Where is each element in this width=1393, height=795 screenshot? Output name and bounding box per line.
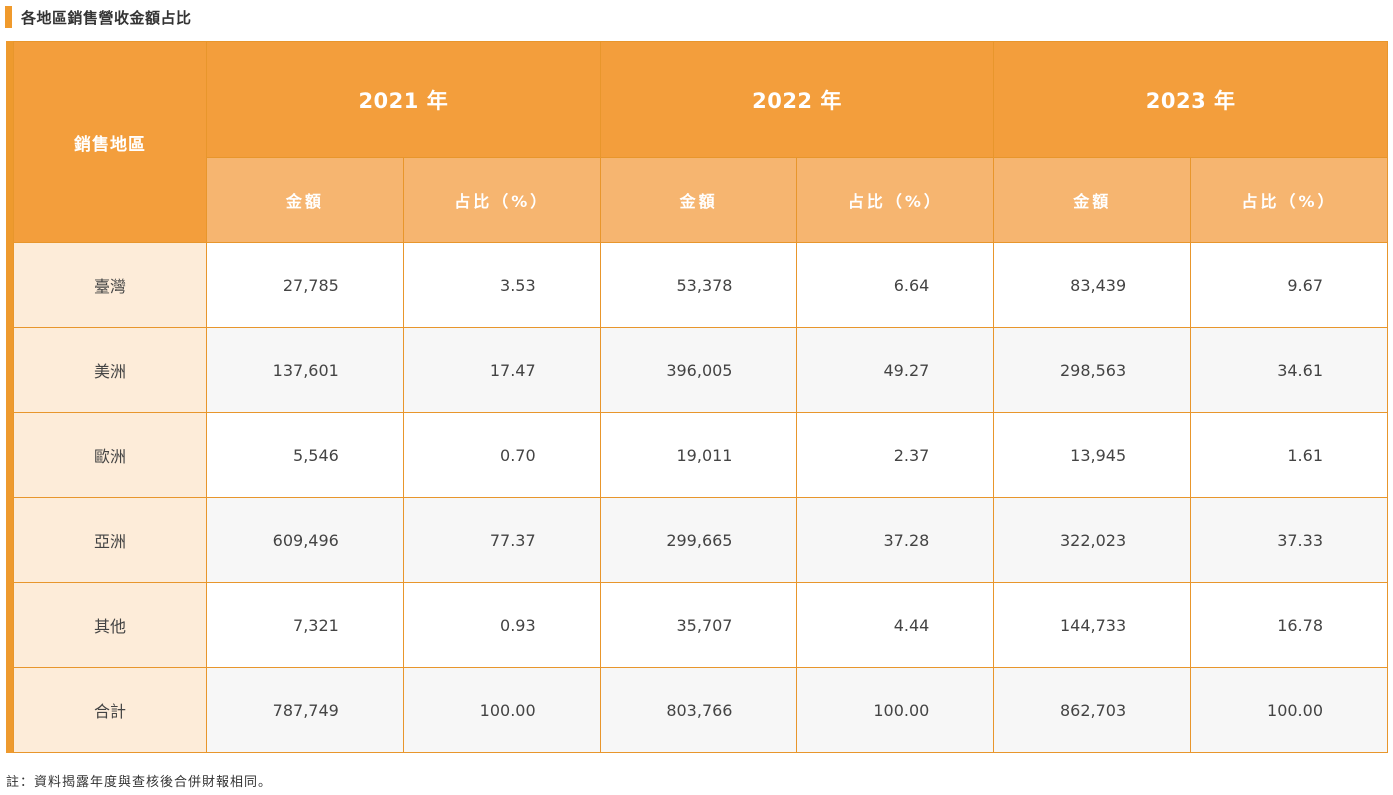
share-cell: 37.28: [796, 497, 995, 583]
table-row: 美洲 137,601 17.47 396,005 49.27 298,563 3…: [13, 327, 1388, 413]
amount-cell: 5,546: [206, 412, 404, 498]
share-cell: 2.37: [796, 412, 995, 498]
amount-cell: 13,945: [993, 412, 1192, 498]
region-cell: 亞洲: [13, 497, 207, 583]
amount-cell: 787,749: [206, 667, 404, 753]
amount-cell: 19,011: [599, 412, 798, 498]
share-cell: 49.27: [796, 327, 995, 413]
amount-cell: 322,023: [993, 497, 1192, 583]
share-cell: 37.33: [1190, 497, 1388, 583]
share-cell: 1.61: [1190, 412, 1388, 498]
title-accent-bar: [5, 6, 12, 28]
region-cell: 歐洲: [13, 412, 207, 498]
amount-cell: 7,321: [206, 582, 404, 668]
share-cell: 34.61: [1190, 327, 1388, 413]
region-column-header: 銷售地區: [13, 41, 207, 243]
share-header: 占比（%）: [402, 157, 601, 243]
share-cell: 100.00: [402, 667, 601, 753]
share-cell: 100.00: [796, 667, 995, 753]
table-row: 臺灣 27,785 3.53 53,378 6.64 83,439 9.67: [13, 242, 1388, 328]
sales-table-container: 銷售地區 2021 年 2022 年 2023 年 金額 占比（%） 金額 占比…: [6, 41, 1388, 753]
share-cell: 17.47: [402, 327, 601, 413]
share-cell: 100.00: [1190, 667, 1388, 753]
amount-cell: 803,766: [599, 667, 798, 753]
amount-header: 金額: [993, 157, 1192, 243]
region-cell: 美洲: [13, 327, 207, 413]
share-cell: 9.67: [1190, 242, 1388, 328]
amount-cell: 609,496: [206, 497, 404, 583]
amount-cell: 862,703: [993, 667, 1192, 753]
share-header: 占比（%）: [1190, 157, 1388, 243]
share-cell: 3.53: [402, 242, 601, 328]
amount-cell: 137,601: [206, 327, 404, 413]
share-cell: 6.64: [796, 242, 995, 328]
amount-header: 金額: [206, 157, 404, 243]
amount-cell: 53,378: [599, 242, 798, 328]
amount-cell: 299,665: [599, 497, 798, 583]
share-cell: 0.93: [402, 582, 601, 668]
amount-cell: 144,733: [993, 582, 1192, 668]
region-cell: 合計: [13, 667, 207, 753]
table-row-total: 合計 787,749 100.00 803,766 100.00 862,703…: [13, 667, 1388, 753]
share-header: 占比（%）: [796, 157, 995, 243]
amount-cell: 298,563: [993, 327, 1192, 413]
page-title: 各地區銷售營收金額占比: [21, 8, 192, 27]
amount-cell: 35,707: [599, 582, 798, 668]
share-cell: 4.44: [796, 582, 995, 668]
section-title: 各地區銷售營收金額占比: [5, 6, 192, 28]
year-header-2023: 2023 年: [993, 41, 1388, 158]
footnote: 註：資料揭露年度與查核後合併財報相同。: [6, 775, 273, 790]
table-row: 歐洲 5,546 0.70 19,011 2.37 13,945 1.61: [13, 412, 1388, 498]
amount-cell: 83,439: [993, 242, 1192, 328]
region-cell: 臺灣: [13, 242, 207, 328]
sales-region-table: 銷售地區 2021 年 2022 年 2023 年 金額 占比（%） 金額 占比…: [13, 41, 1388, 753]
year-header-2022: 2022 年: [599, 41, 995, 158]
amount-cell: 27,785: [206, 242, 404, 328]
table-row: 亞洲 609,496 77.37 299,665 37.28 322,023 3…: [13, 497, 1388, 583]
amount-cell: 396,005: [599, 327, 798, 413]
amount-header: 金額: [599, 157, 798, 243]
share-cell: 0.70: [402, 412, 601, 498]
region-cell: 其他: [13, 582, 207, 668]
table-row: 其他 7,321 0.93 35,707 4.44 144,733 16.78: [13, 582, 1388, 668]
share-cell: 16.78: [1190, 582, 1388, 668]
year-header-2021: 2021 年: [206, 41, 601, 158]
share-cell: 77.37: [402, 497, 601, 583]
